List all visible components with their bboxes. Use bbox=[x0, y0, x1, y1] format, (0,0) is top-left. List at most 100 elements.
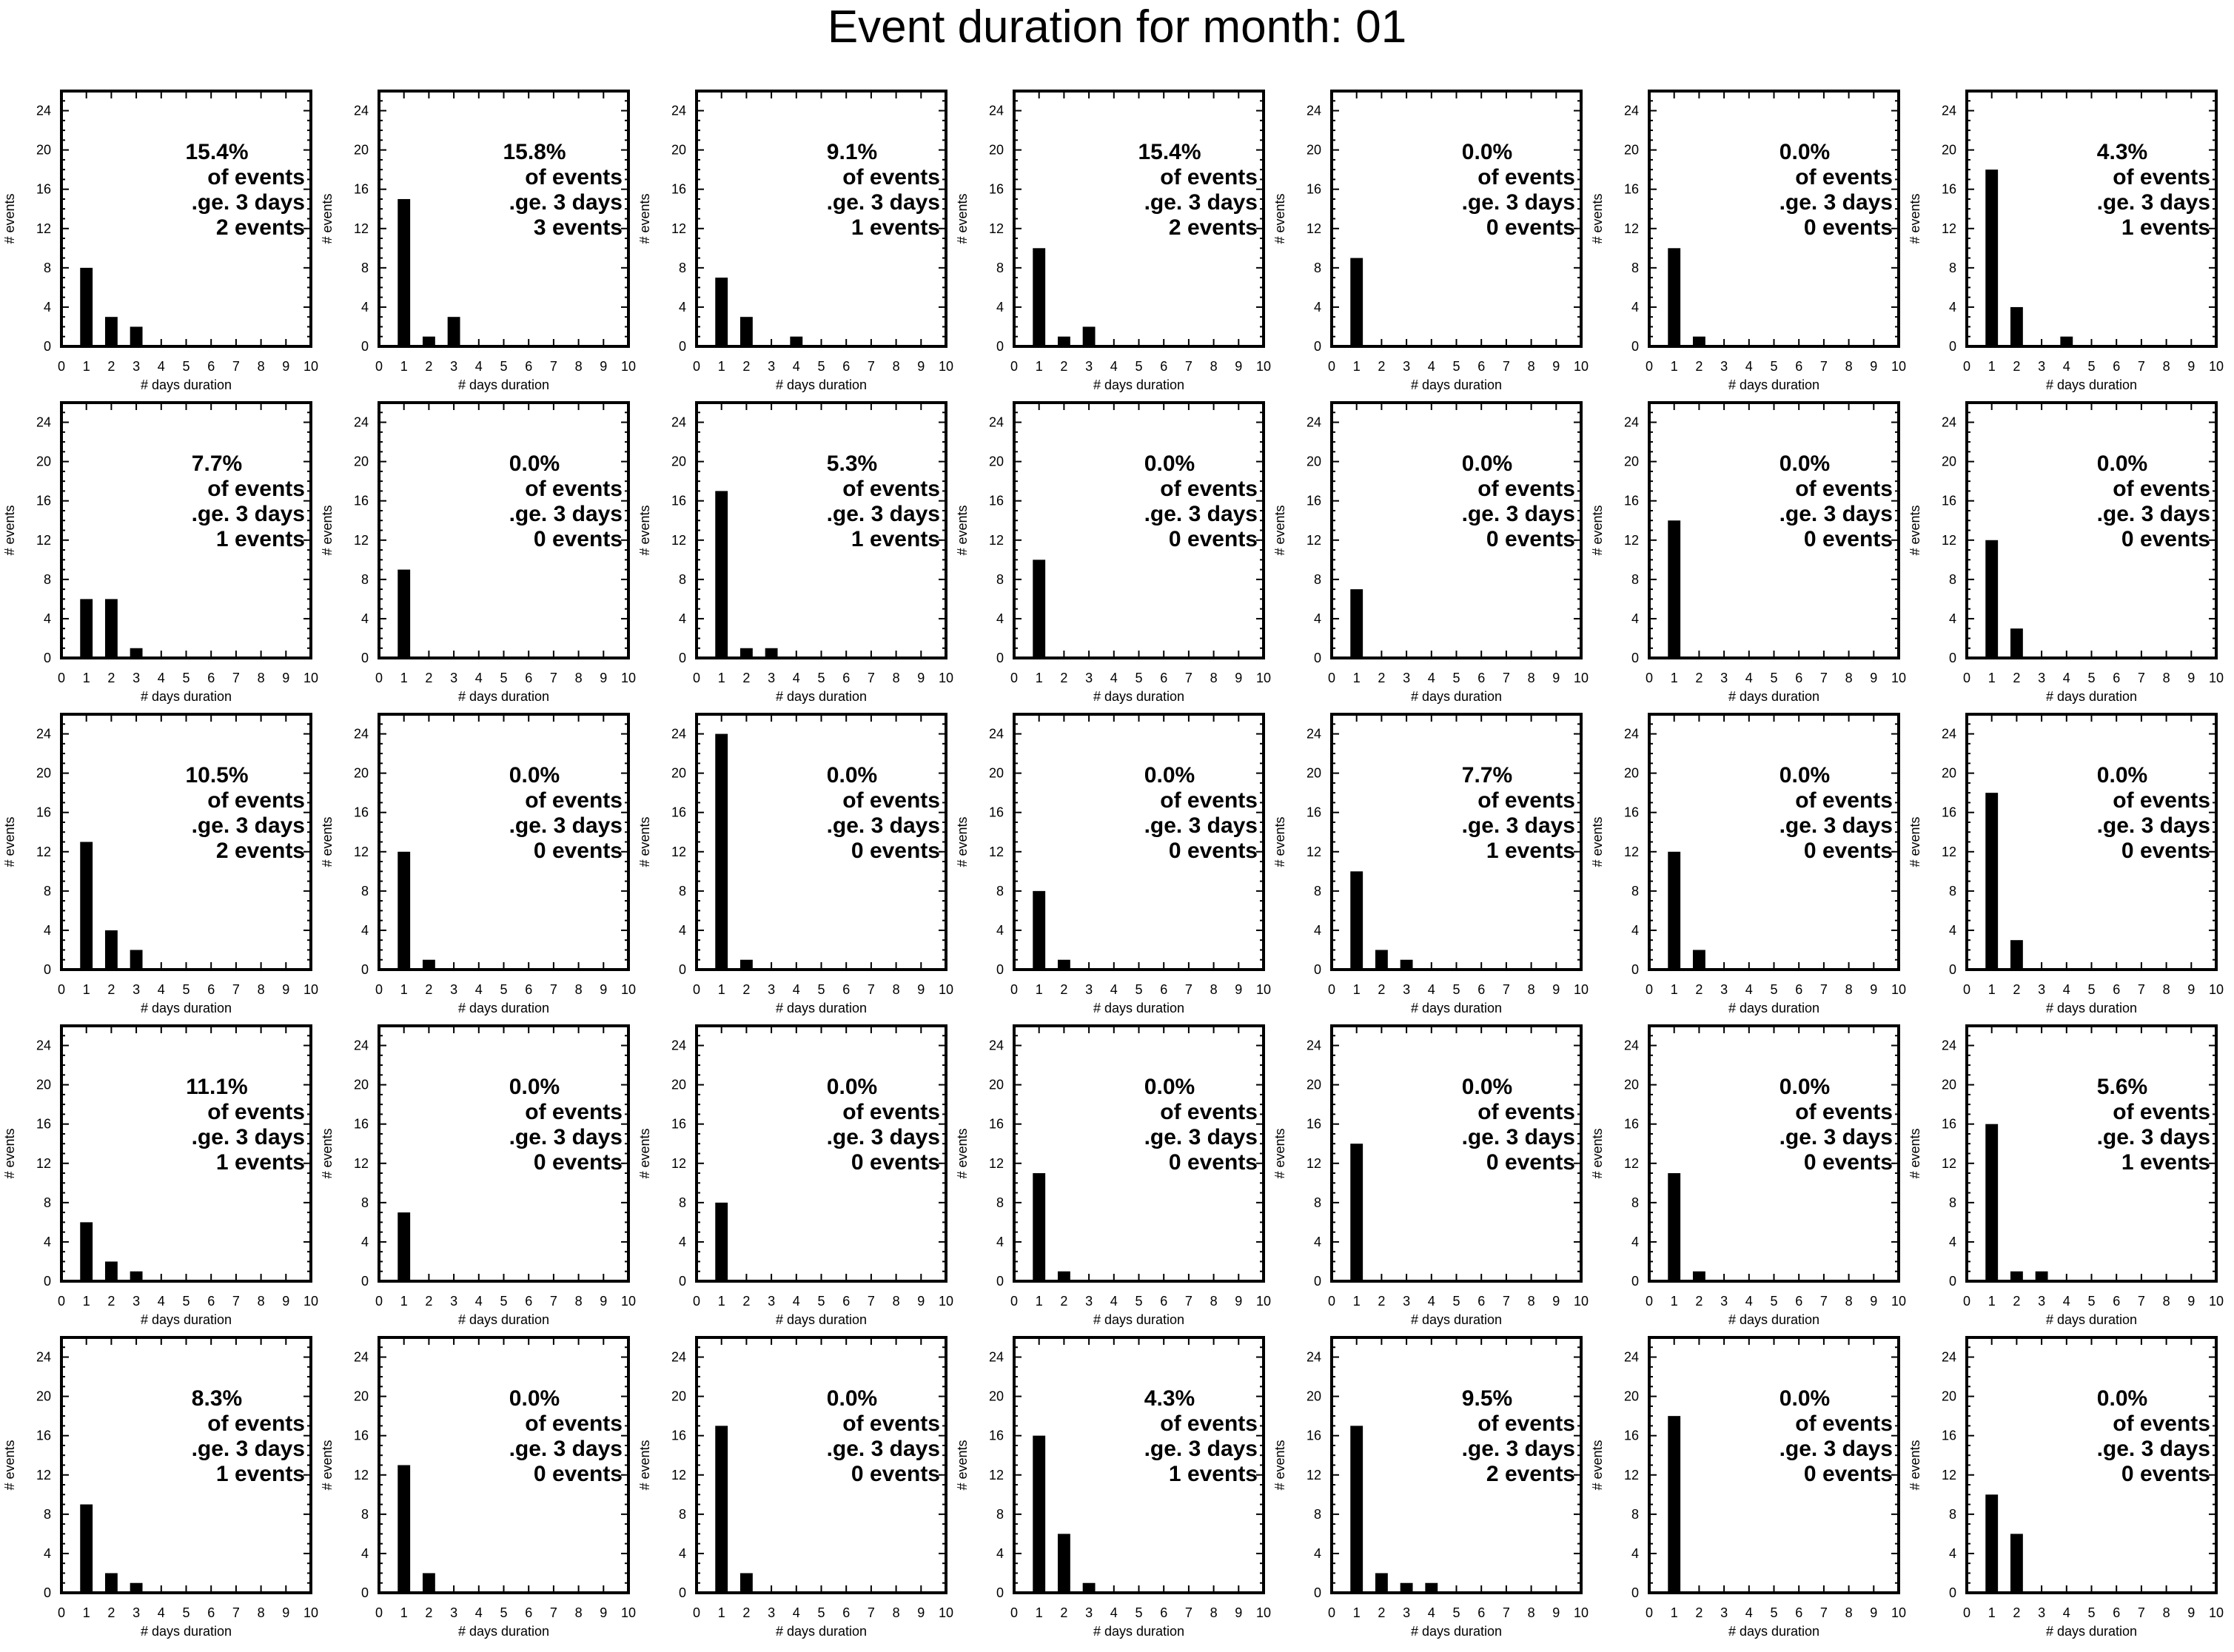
y-tick-label: 24 bbox=[36, 727, 51, 742]
annotation-event-count: 1 events bbox=[216, 1462, 305, 1486]
x-tick-label: 7 bbox=[550, 1294, 557, 1309]
annotation-event-count: 0 events bbox=[534, 839, 623, 863]
annotation-percent: 11.1% bbox=[186, 1075, 247, 1099]
x-axis-label: # days duration bbox=[1728, 689, 1819, 704]
y-axis-label: # events bbox=[637, 1440, 652, 1490]
y-tick-label: 0 bbox=[1949, 1274, 1956, 1289]
bar bbox=[104, 930, 118, 970]
x-tick-label: 2 bbox=[742, 359, 750, 374]
x-tick-label: 2 bbox=[1060, 1605, 1067, 1620]
x-tick-label: 4 bbox=[1110, 359, 1118, 374]
x-tick-label: 0 bbox=[1328, 671, 1335, 685]
bar bbox=[2010, 628, 2023, 658]
bar bbox=[398, 851, 411, 970]
x-tick-label: 8 bbox=[1845, 982, 1853, 997]
x-tick-label: 9 bbox=[600, 1294, 607, 1309]
annotation-percent: 8.3% bbox=[192, 1386, 242, 1411]
x-tick-label: 0 bbox=[1010, 671, 1018, 685]
y-tick-label: 4 bbox=[996, 300, 1004, 315]
x-tick-label: 2 bbox=[107, 1294, 115, 1309]
x-tick-label: 10 bbox=[2209, 1605, 2224, 1620]
x-tick-label: 8 bbox=[575, 982, 583, 997]
x-tick-label: 4 bbox=[158, 1605, 165, 1620]
y-tick-label: 4 bbox=[679, 1546, 686, 1561]
x-tick-label: 3 bbox=[2038, 1294, 2045, 1309]
x-tick-label: 7 bbox=[232, 1605, 240, 1620]
x-tick-label: 2 bbox=[425, 671, 432, 685]
x-tick-label: 6 bbox=[525, 359, 532, 374]
annotation-threshold: .ge. 3 days bbox=[827, 190, 940, 215]
bar bbox=[130, 950, 143, 970]
x-tick-label: 1 bbox=[1988, 982, 1996, 997]
y-axis-label: # events bbox=[1908, 505, 1922, 555]
x-tick-label: 1 bbox=[1036, 1294, 1043, 1309]
y-tick-label: 0 bbox=[996, 339, 1004, 354]
x-tick-label: 9 bbox=[1870, 982, 1877, 997]
bar bbox=[715, 733, 728, 970]
x-tick-label: 8 bbox=[1845, 1605, 1853, 1620]
annotation-threshold: .ge. 3 days bbox=[192, 1437, 305, 1461]
x-tick-label: 10 bbox=[1574, 1294, 1589, 1309]
y-axis-label: # events bbox=[955, 816, 970, 867]
x-tick-label: 3 bbox=[450, 1294, 457, 1309]
x-tick-label: 5 bbox=[817, 671, 825, 685]
x-tick-label: 8 bbox=[258, 1605, 265, 1620]
x-tick-label: 3 bbox=[1085, 982, 1093, 997]
x-tick-label: 3 bbox=[133, 1605, 140, 1620]
y-tick-label: 8 bbox=[996, 1195, 1004, 1210]
y-tick-label: 20 bbox=[1306, 454, 1321, 469]
annotation-of-events: of events bbox=[1795, 165, 1893, 189]
y-tick-label: 0 bbox=[1949, 962, 1956, 977]
x-axis-label: # days duration bbox=[1728, 377, 1819, 392]
y-tick-label: 8 bbox=[996, 261, 1004, 275]
bar bbox=[1668, 851, 1681, 970]
x-tick-label: 4 bbox=[1745, 982, 1753, 997]
x-tick-label: 1 bbox=[1353, 1605, 1361, 1620]
annotation-event-count: 0 events bbox=[1169, 839, 1258, 863]
annotation-threshold: .ge. 3 days bbox=[509, 1125, 623, 1149]
x-tick-label: 6 bbox=[2113, 1294, 2120, 1309]
x-tick-label: 10 bbox=[303, 982, 318, 997]
annotation-event-count: 2 events bbox=[216, 839, 305, 863]
annotation-event-count: 0 events bbox=[851, 1150, 940, 1175]
x-tick-label: 6 bbox=[207, 982, 215, 997]
x-tick-label: 8 bbox=[1210, 1605, 1218, 1620]
y-tick-label: 4 bbox=[1631, 300, 1639, 315]
x-tick-label: 5 bbox=[817, 1605, 825, 1620]
y-tick-label: 16 bbox=[989, 1117, 1004, 1132]
annotation-of-events: of events bbox=[2113, 1100, 2210, 1124]
x-tick-label: 10 bbox=[303, 671, 318, 685]
y-tick-label: 16 bbox=[36, 805, 51, 820]
annotation-percent: 0.0% bbox=[1780, 1386, 1830, 1411]
y-tick-label: 16 bbox=[1942, 805, 1956, 820]
annotation-event-count: 0 events bbox=[534, 1150, 623, 1175]
x-tick-label: 4 bbox=[158, 671, 165, 685]
x-axis-label: # days duration bbox=[141, 1624, 232, 1639]
x-tick-label: 9 bbox=[282, 1605, 289, 1620]
x-tick-label: 6 bbox=[2113, 982, 2120, 997]
y-axis-label: # events bbox=[320, 193, 335, 244]
y-tick-label: 16 bbox=[1624, 1117, 1639, 1132]
x-tick-label: 8 bbox=[1210, 1294, 1218, 1309]
bar bbox=[1375, 950, 1388, 970]
x-tick-label: 1 bbox=[83, 1294, 90, 1309]
y-tick-label: 16 bbox=[354, 1428, 369, 1443]
x-tick-label: 0 bbox=[1646, 671, 1653, 685]
y-tick-label: 0 bbox=[361, 962, 369, 977]
y-tick-label: 24 bbox=[1624, 415, 1639, 430]
x-tick-label: 8 bbox=[893, 671, 900, 685]
x-tick-label: 8 bbox=[575, 359, 583, 374]
y-axis-label: # events bbox=[320, 816, 335, 867]
x-tick-label: 5 bbox=[500, 1605, 507, 1620]
y-tick-label: 20 bbox=[671, 766, 686, 781]
x-tick-label: 7 bbox=[1185, 982, 1193, 997]
y-tick-label: 12 bbox=[1624, 845, 1639, 859]
x-tick-label: 3 bbox=[1085, 1294, 1093, 1309]
y-tick-label: 8 bbox=[996, 572, 1004, 587]
x-tick-label: 1 bbox=[1988, 359, 1996, 374]
y-axis-label: # events bbox=[1590, 1128, 1605, 1178]
x-tick-label: 9 bbox=[2187, 1294, 2195, 1309]
